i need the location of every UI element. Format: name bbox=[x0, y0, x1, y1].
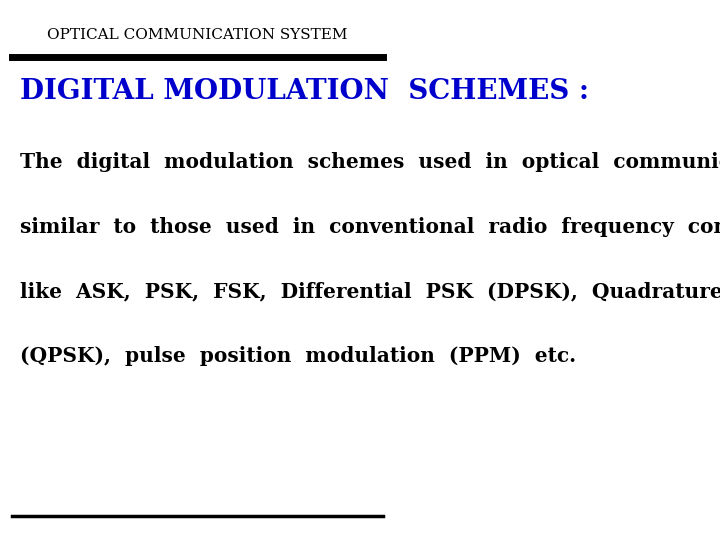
Text: The  digital  modulation  schemes  used  in  optical  communication  are: The digital modulation schemes used in o… bbox=[19, 152, 720, 172]
Text: OPTICAL COMMUNICATION SYSTEM: OPTICAL COMMUNICATION SYSTEM bbox=[48, 28, 348, 42]
Text: similar  to  those  used  in  conventional  radio  frequency  communications: similar to those used in conventional ra… bbox=[19, 217, 720, 237]
Text: DIGITAL MODULATION  SCHEMES :: DIGITAL MODULATION SCHEMES : bbox=[19, 78, 589, 105]
Text: like  ASK,  PSK,  FSK,  Differential  PSK  (DPSK),  Quadrature  PSK: like ASK, PSK, FSK, Differential PSK (DP… bbox=[19, 281, 720, 302]
Text: (QPSK),  pulse  position  modulation  (PPM)  etc.: (QPSK), pulse position modulation (PPM) … bbox=[19, 346, 576, 367]
